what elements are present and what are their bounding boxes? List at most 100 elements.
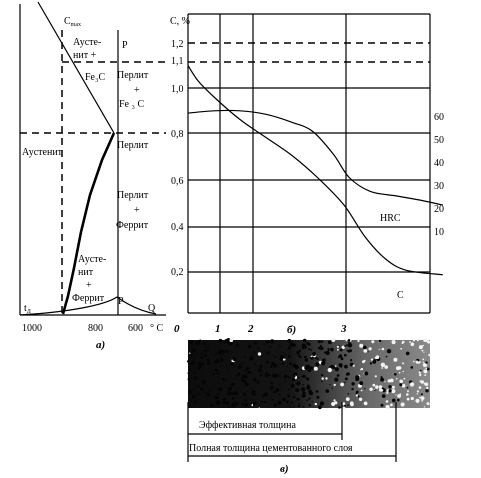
micrograph-grain bbox=[321, 361, 326, 366]
c-tick-0-4: 0,4 bbox=[171, 222, 184, 233]
micrograph-grain bbox=[301, 345, 306, 350]
micrograph-grain bbox=[331, 338, 336, 342]
micrograph-grain bbox=[220, 358, 224, 362]
micrograph-grain bbox=[190, 399, 192, 401]
micrograph-grain bbox=[202, 342, 206, 346]
micrograph-grain bbox=[422, 344, 424, 347]
micrograph-grain bbox=[406, 386, 409, 389]
p-top-label: P bbox=[122, 40, 128, 51]
micrograph-grain bbox=[419, 369, 422, 372]
micrograph-grain bbox=[325, 389, 330, 393]
micrograph-grain bbox=[359, 381, 364, 386]
micrograph-grain bbox=[243, 360, 246, 363]
micrograph-grain bbox=[212, 375, 214, 377]
micrograph-grain bbox=[273, 390, 276, 394]
micrograph-grain bbox=[222, 401, 226, 405]
micrograph-grain bbox=[419, 373, 422, 377]
micrograph-grain bbox=[317, 340, 321, 344]
x-tick-1000: 1000 bbox=[22, 323, 42, 334]
micrograph-grain bbox=[306, 377, 310, 381]
micrograph-grain bbox=[313, 366, 318, 371]
micrograph-grain bbox=[424, 374, 427, 377]
micrograph-grain bbox=[406, 393, 409, 396]
micrograph-grain bbox=[368, 347, 372, 351]
micrograph-grain bbox=[284, 380, 286, 382]
acm-line bbox=[37, 1, 115, 134]
micrograph-grain bbox=[235, 375, 237, 377]
micrograph-grain bbox=[325, 350, 330, 356]
micrograph-grain bbox=[393, 357, 398, 362]
micrograph-grain bbox=[363, 359, 366, 362]
micrograph-grain bbox=[302, 374, 306, 378]
x-tick-degC: ° C bbox=[150, 323, 163, 334]
micrograph-grain bbox=[391, 340, 396, 345]
c-tick-0-6: 0,6 bbox=[171, 176, 184, 187]
micrograph-grain bbox=[290, 383, 295, 388]
x-tick-800: 800 bbox=[88, 323, 103, 334]
micrograph-grain bbox=[193, 376, 197, 380]
micrograph-grain bbox=[222, 350, 226, 353]
micrograph-grain bbox=[240, 362, 244, 365]
hrc-tick-50: 50 bbox=[434, 135, 444, 146]
micrograph-grain bbox=[243, 392, 247, 396]
micrograph-grain bbox=[308, 348, 311, 351]
micrograph-grain bbox=[358, 397, 363, 401]
micrograph-grain bbox=[374, 375, 377, 378]
micrograph-grain bbox=[316, 395, 320, 399]
micrograph-grain bbox=[266, 351, 270, 355]
micrograph-grain bbox=[222, 378, 225, 381]
micrograph-grain bbox=[385, 400, 389, 403]
hrc-curve bbox=[187, 109, 443, 206]
micrograph-grain bbox=[380, 376, 383, 379]
micrograph-grain bbox=[401, 340, 405, 344]
micrograph-grain bbox=[378, 385, 383, 389]
micrograph-grain bbox=[369, 362, 373, 365]
micrograph-grain bbox=[199, 339, 201, 342]
micrograph-grain bbox=[416, 339, 419, 342]
micrograph-grain bbox=[364, 371, 369, 376]
micrograph-grain bbox=[197, 392, 200, 395]
panel-letter-a: а) bbox=[96, 339, 105, 351]
micrograph-grain bbox=[302, 383, 305, 386]
carbon-curve-label: C bbox=[397, 290, 404, 301]
micrograph-grain bbox=[360, 367, 364, 371]
micrograph-grain bbox=[318, 405, 322, 410]
micrograph-grain bbox=[234, 401, 239, 406]
micrograph-grain bbox=[214, 354, 217, 356]
micrograph-grain bbox=[241, 379, 245, 382]
micrograph-grain bbox=[253, 403, 256, 406]
micrograph-grain bbox=[302, 338, 307, 343]
micrograph-grain bbox=[341, 345, 345, 349]
micrograph-grain bbox=[309, 390, 312, 393]
micrograph-grain bbox=[412, 339, 416, 342]
micrograph-grain bbox=[425, 367, 428, 370]
micrograph-grain bbox=[212, 372, 215, 375]
micrograph-grain bbox=[258, 347, 260, 350]
micrograph-grain bbox=[347, 393, 350, 395]
micrograph-grain bbox=[207, 361, 211, 366]
micrograph-grain bbox=[215, 400, 220, 405]
micrograph-grain bbox=[327, 367, 332, 373]
micrograph-grain bbox=[344, 345, 346, 347]
micrograph-grain bbox=[209, 344, 211, 346]
micrograph-grain bbox=[306, 399, 308, 401]
micrograph-grain bbox=[380, 389, 384, 392]
micrograph-grain bbox=[191, 351, 194, 354]
micrograph-grain bbox=[209, 389, 211, 392]
micrograph-grain bbox=[218, 338, 223, 343]
hrc-tick-30: 30 bbox=[434, 181, 444, 192]
micrograph-grain bbox=[233, 391, 237, 395]
micrograph-grain bbox=[425, 338, 429, 343]
micrograph-grain bbox=[331, 387, 333, 389]
panel-letter-c: в) bbox=[280, 463, 289, 475]
micrograph-grain bbox=[339, 354, 343, 357]
micrograph-grain bbox=[409, 382, 415, 387]
micrograph-grain bbox=[215, 395, 219, 400]
micrograph-grain bbox=[227, 368, 229, 371]
micrograph-grain bbox=[187, 372, 189, 374]
micrograph-grain bbox=[300, 369, 303, 371]
pearlite-label: Перлит bbox=[117, 140, 149, 151]
micrograph-grain bbox=[422, 362, 427, 368]
micrograph-grain bbox=[188, 368, 191, 371]
micrograph-grain bbox=[318, 346, 323, 350]
